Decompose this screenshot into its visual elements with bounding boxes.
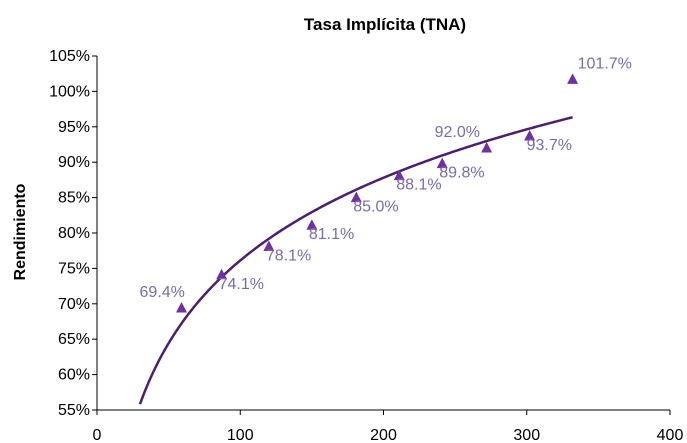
data-labels: 69.4% 74.1%78.1% 81.1% 85.0% 88.1%89.8% 92.0%…	[140, 55, 632, 301]
data-point-marker	[524, 130, 536, 141]
y-tick-label: 80%	[58, 225, 90, 242]
x-tick-label: 100	[227, 427, 254, 443]
y-axis-label: Rendimiento	[12, 183, 29, 280]
data-point-marker	[481, 142, 493, 153]
x-tick-label: 400	[657, 427, 684, 443]
data-point-marker	[263, 240, 275, 251]
y-tick-label: 75%	[58, 260, 90, 277]
data-label: 93.7%	[527, 137, 572, 154]
data-point-marker	[306, 219, 318, 230]
data-label: 81.1%	[309, 226, 354, 243]
data-label: 85.0%	[353, 199, 398, 216]
y-tick-label: 90%	[58, 154, 90, 171]
y-tick-label: 105%	[49, 48, 90, 65]
data-point-marker	[393, 169, 405, 181]
data-label: 69.4%	[140, 284, 185, 301]
chart-title: Tasa Implícita (TNA)	[304, 15, 466, 34]
trendline	[138, 116, 573, 405]
x-tick-label: 200	[370, 427, 397, 443]
data-points	[176, 73, 579, 313]
data-label: 78.1%	[266, 247, 311, 264]
data-label: 101.7%	[578, 55, 632, 72]
y-tick-label: 55%	[58, 402, 90, 419]
data-point-marker	[350, 191, 362, 203]
data-point-marker	[216, 268, 228, 280]
y-tick-label: 85%	[58, 190, 90, 207]
y-tick-label: 70%	[58, 296, 90, 313]
data-label: 89.8%	[439, 165, 484, 182]
data-label: 92.0%	[435, 124, 480, 141]
axes: 55% 60% 65% 70% 75% 80% 85% 90% 95% 100% 105% 0 100 2…	[49, 48, 683, 443]
y-tick-label: 100%	[49, 83, 90, 100]
data-label: 88.1%	[396, 177, 441, 194]
y-tick-label: 60%	[58, 367, 90, 384]
data-point-marker	[176, 302, 188, 313]
data-point-marker	[567, 73, 579, 84]
data-label: 74.1%	[219, 276, 264, 293]
data-point-marker	[436, 157, 448, 169]
y-tick-label: 65%	[58, 331, 90, 348]
x-tick-label: 300	[513, 427, 540, 443]
y-tick-label: 95%	[58, 119, 90, 136]
trendline-group	[138, 116, 573, 405]
x-tick-label: 0	[93, 427, 102, 443]
